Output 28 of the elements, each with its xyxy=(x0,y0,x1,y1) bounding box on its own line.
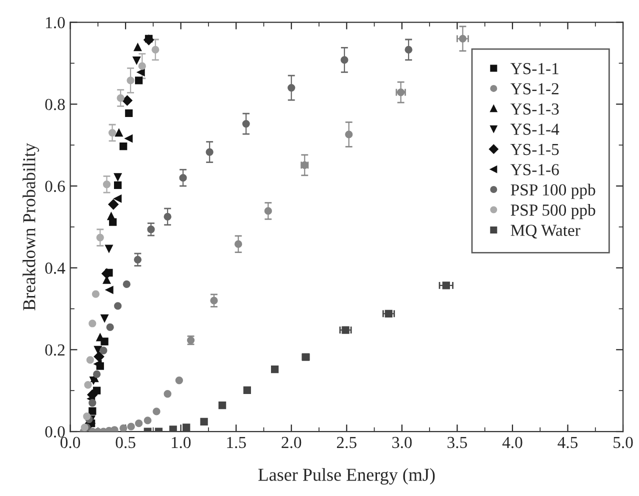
y-tick-label: 0.0 xyxy=(45,426,65,438)
x-tick-label: 2.0 xyxy=(282,436,302,448)
y-tick-label: 0.2 xyxy=(45,344,65,356)
x-tick-label: 0.0 xyxy=(60,436,80,448)
legend-label: YS-1-1 xyxy=(510,63,558,74)
y-axis-title: Breakdown Probability xyxy=(22,142,40,310)
x-tick-label: 5.0 xyxy=(614,436,633,448)
x-tick-label: 4.0 xyxy=(502,436,522,448)
legend-label: YS-1-3 xyxy=(510,103,559,115)
y-tick-label: 0.4 xyxy=(45,262,66,274)
legend-label: YS-1-4 xyxy=(510,124,560,135)
x-tick-label: 3.0 xyxy=(392,436,412,448)
legend-label: YS-1-2 xyxy=(510,83,558,94)
legend-label: PSP 500 ppb xyxy=(510,204,596,220)
legend-label: YS-1-5 xyxy=(510,144,559,156)
x-tick-label: 2.5 xyxy=(336,436,356,448)
x-tick-label: 0.5 xyxy=(116,436,136,448)
legend-label: PSP 100 ppb xyxy=(510,184,596,199)
y-tick-label: 0.8 xyxy=(45,98,65,110)
legend-label: MQ Water xyxy=(510,224,580,238)
x-tick-label: 3.5 xyxy=(448,436,467,448)
y-tick-label: 0.6 xyxy=(45,180,65,192)
legend-label: YS-1-6 xyxy=(510,164,559,176)
x-tick-label: 1.0 xyxy=(172,436,191,448)
y-tick-label: 1.0 xyxy=(46,17,65,28)
x-axis-title: Laser Pulse Energy (mJ) xyxy=(258,468,435,485)
x-tick-label: 4.5 xyxy=(558,436,578,448)
x-tick-label: 1.5 xyxy=(227,436,246,448)
